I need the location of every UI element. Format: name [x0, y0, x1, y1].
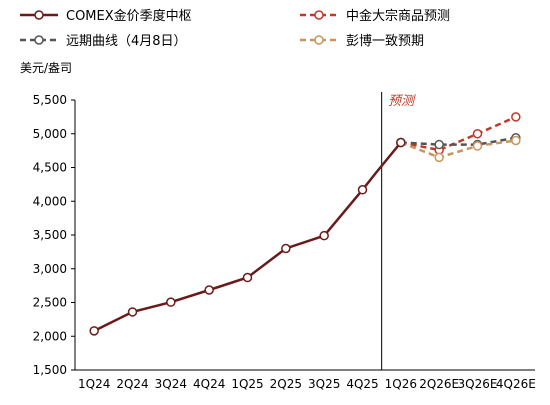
data-point	[319, 230, 329, 241]
legend-swatch-marker	[34, 10, 44, 20]
x-tick-label: 1Q25	[231, 377, 263, 391]
legend-label: 中金大宗商品预测	[346, 8, 450, 24]
legend-item: 远期曲线（4月8日）	[20, 34, 187, 49]
legend-swatch-marker	[34, 35, 44, 45]
data-point	[166, 297, 176, 307]
data-point	[127, 307, 138, 317]
data-point	[472, 141, 483, 151]
data-point	[511, 135, 521, 146]
y-tick-label: 1,500	[33, 363, 67, 377]
data-point	[281, 243, 291, 254]
x-tick-label: 1Q24	[78, 377, 110, 391]
series-line	[400, 139, 516, 159]
y-tick-label: 2,500	[33, 296, 67, 310]
legend-swatch-marker	[314, 35, 324, 45]
forecast-annotation: 预测	[388, 94, 416, 109]
x-tick-label: 3Q26E	[458, 377, 498, 391]
y-tick-label: 4,500	[33, 161, 67, 175]
x-tick-label: 3Q24	[155, 377, 187, 391]
data-point	[357, 185, 368, 195]
x-tick-label: 4Q26E	[496, 377, 536, 391]
data-point	[434, 139, 444, 150]
data-point	[472, 129, 483, 139]
axes: 1,500 2,000 2,500 3,000 3,500 4,000 4,500 5,000…	[33, 92, 536, 391]
y-tick-label: 3,500	[33, 228, 67, 242]
x-tick-label: 4Q24	[193, 377, 225, 391]
legend-item: 彭博一致预期	[300, 34, 424, 49]
data-point	[396, 137, 406, 148]
series-group	[89, 112, 521, 336]
y-tick-label: 2,000	[33, 329, 67, 343]
data-point	[89, 326, 99, 336]
data-point	[434, 152, 444, 163]
x-tick-label: 3Q25	[308, 377, 340, 391]
legend-item: 中金大宗商品预测	[300, 8, 450, 24]
x-tick-label: 2Q24	[116, 377, 148, 391]
legend-label: 彭博一致预期	[346, 34, 424, 49]
legend-item: COMEX金价季度中枢	[20, 8, 192, 24]
y-axis-unit-label: 美元/盎司	[20, 61, 72, 75]
x-tick-label: 2Q26E	[419, 377, 459, 391]
data-point	[204, 285, 214, 295]
y-tick-label: 3,000	[33, 262, 67, 276]
y-tick-label: 5,000	[33, 127, 67, 141]
legend-label: COMEX金价季度中枢	[66, 8, 192, 24]
y-tick-label: 5,500	[33, 93, 67, 107]
data-point	[511, 112, 521, 122]
legend-label: 远期曲线（4月8日）	[66, 34, 187, 49]
series-line	[93, 141, 402, 333]
x-tick-label: 4Q25	[346, 377, 378, 391]
x-tick-label: 1Q26	[385, 377, 417, 391]
series-0	[89, 137, 406, 336]
series-line	[400, 115, 517, 152]
data-point	[242, 272, 253, 283]
legend-swatch-marker	[314, 10, 324, 20]
x-tick-label: 2Q25	[270, 377, 302, 391]
y-tick-label: 4,000	[33, 194, 67, 208]
